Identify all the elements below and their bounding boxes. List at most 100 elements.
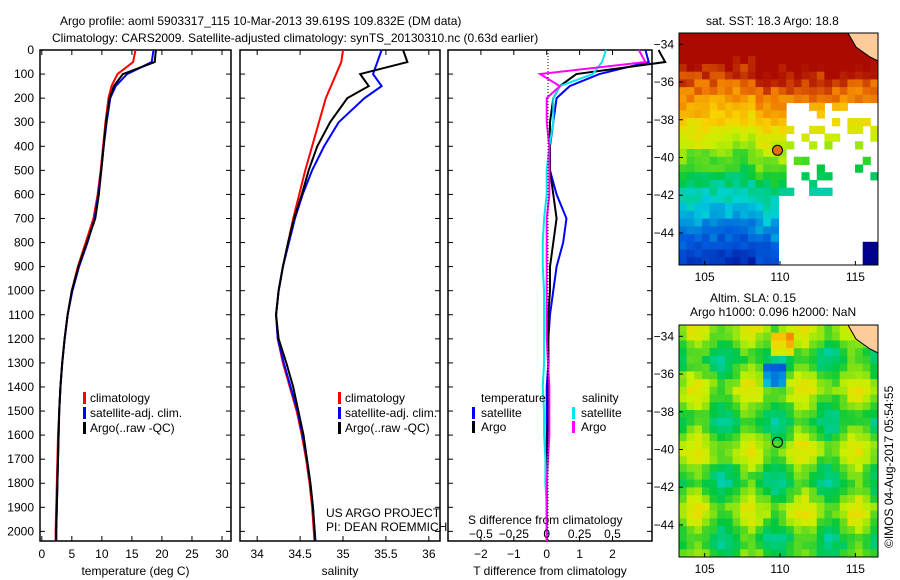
- map-cell: [847, 348, 856, 357]
- series-line-argo-raw-qc-: [275, 49, 409, 541]
- map-cell: [786, 518, 795, 527]
- map-cell: [855, 533, 864, 543]
- map-cell: [839, 56, 848, 65]
- map-cell: [862, 526, 871, 535]
- map-cell: [686, 125, 695, 135]
- map-cell: [732, 156, 741, 165]
- map-cell: [724, 479, 734, 488]
- map-cell: [824, 348, 833, 357]
- map-cell: [740, 340, 749, 349]
- map-cell: [870, 487, 879, 496]
- map-cell: [732, 257, 741, 266]
- map-cell: [701, 425, 711, 434]
- map-cell: [763, 340, 772, 349]
- map-cell: [686, 226, 695, 235]
- map-cell: [770, 87, 779, 96]
- map-cell: [763, 56, 772, 65]
- map-cell: [732, 402, 741, 411]
- map-cell: [778, 533, 787, 543]
- map-cell: [747, 102, 757, 111]
- map-cell: [724, 371, 734, 380]
- map-cell: [709, 448, 718, 457]
- map-cell: [778, 355, 787, 365]
- map-cell: [847, 425, 856, 434]
- map-cell: [701, 379, 711, 388]
- map-y-tick-label: −36: [654, 75, 675, 89]
- map-cell: [870, 386, 879, 396]
- map-cell: [724, 355, 734, 365]
- map-cell: [686, 417, 695, 427]
- map-cell: [801, 456, 810, 465]
- map-cell: [701, 441, 711, 450]
- map-cell: [870, 410, 879, 419]
- map-cell: [870, 94, 879, 104]
- map-cell: [839, 526, 848, 535]
- map-cell: [709, 195, 718, 204]
- map-cell: [717, 495, 726, 504]
- map-cell: [786, 441, 795, 450]
- map-cell: [740, 464, 749, 473]
- map-cell: [855, 363, 864, 372]
- map-cell: [778, 56, 787, 65]
- map-cell: [801, 363, 810, 372]
- map-cell: [809, 425, 818, 434]
- map-cell: [824, 410, 833, 419]
- map-cell: [793, 464, 802, 473]
- map-cell: [679, 471, 688, 481]
- map-cell: [809, 533, 818, 543]
- map-cell: [778, 510, 787, 519]
- map-cell: [839, 40, 848, 49]
- map-cell: [770, 118, 779, 127]
- map-cell: [832, 340, 841, 349]
- map-cell: [694, 479, 703, 488]
- map-cell: [679, 149, 688, 158]
- map-cell: [755, 541, 764, 550]
- map-cell: [801, 79, 810, 88]
- map-cell: [686, 510, 695, 519]
- map-cell: [701, 40, 711, 49]
- map-cell: [847, 79, 856, 88]
- map-cell: [679, 402, 688, 411]
- map-cell: [816, 164, 825, 173]
- map-cell: [679, 203, 688, 212]
- map-cell: [724, 234, 734, 243]
- map-cell: [778, 456, 787, 465]
- map-cell: [847, 433, 856, 442]
- map-cell: [709, 172, 718, 181]
- map-cell: [740, 417, 749, 427]
- map-cell: [839, 48, 848, 57]
- map-cell: [816, 533, 825, 543]
- map-x-tick-label: 105: [695, 562, 715, 576]
- map-cell: [862, 371, 871, 380]
- map-cell: [793, 456, 802, 465]
- map-cell: [801, 63, 810, 73]
- map-cell: [870, 394, 879, 403]
- map-cell: [694, 195, 703, 204]
- map-cell: [709, 164, 718, 173]
- map-cell: [686, 502, 695, 512]
- map-cell: [732, 386, 741, 396]
- map-cell: [732, 533, 741, 543]
- map-cell: [694, 348, 703, 357]
- map-cell: [694, 325, 703, 334]
- map-cell: [847, 332, 856, 341]
- map-cell: [747, 379, 757, 388]
- map-cell: [686, 325, 695, 334]
- map-cell: [786, 48, 795, 57]
- map-cell: [679, 102, 688, 111]
- map-cell: [855, 394, 864, 403]
- map-cell: [709, 125, 718, 135]
- map-cell: [717, 448, 726, 457]
- map-cell: [793, 448, 802, 457]
- map-cell: [717, 63, 726, 73]
- map-cell: [870, 441, 879, 450]
- map-cell: [816, 125, 825, 135]
- map-cell: [701, 479, 711, 488]
- map-cell: [816, 510, 825, 519]
- map-cell: [763, 479, 772, 488]
- map-cell: [824, 340, 833, 349]
- map-cell: [793, 348, 802, 357]
- map-cell: [740, 386, 749, 396]
- map-cell: [847, 502, 856, 512]
- x-tick-label: −2: [474, 547, 488, 561]
